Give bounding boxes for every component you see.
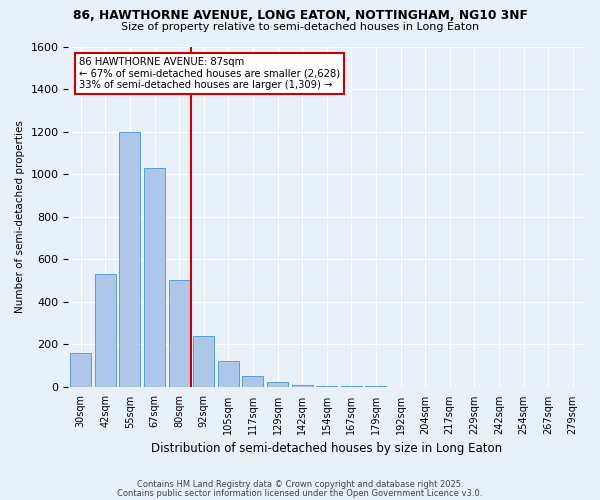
- Text: 86, HAWTHORNE AVENUE, LONG EATON, NOTTINGHAM, NG10 3NF: 86, HAWTHORNE AVENUE, LONG EATON, NOTTIN…: [73, 9, 527, 22]
- Bar: [193, 336, 214, 386]
- Bar: [267, 382, 288, 386]
- Text: Size of property relative to semi-detached houses in Long Eaton: Size of property relative to semi-detach…: [121, 22, 479, 32]
- Bar: [292, 385, 313, 386]
- Text: 86 HAWTHORNE AVENUE: 87sqm
← 67% of semi-detached houses are smaller (2,628)
33%: 86 HAWTHORNE AVENUE: 87sqm ← 67% of semi…: [79, 56, 340, 90]
- Bar: [119, 132, 140, 386]
- Bar: [242, 376, 263, 386]
- Y-axis label: Number of semi-detached properties: Number of semi-detached properties: [15, 120, 25, 313]
- X-axis label: Distribution of semi-detached houses by size in Long Eaton: Distribution of semi-detached houses by …: [151, 442, 502, 455]
- Bar: [70, 352, 91, 386]
- Bar: [218, 361, 239, 386]
- Text: Contains HM Land Registry data © Crown copyright and database right 2025.: Contains HM Land Registry data © Crown c…: [137, 480, 463, 489]
- Bar: [169, 280, 190, 386]
- Bar: [95, 274, 116, 386]
- Bar: [144, 168, 165, 386]
- Text: Contains public sector information licensed under the Open Government Licence v3: Contains public sector information licen…: [118, 488, 482, 498]
